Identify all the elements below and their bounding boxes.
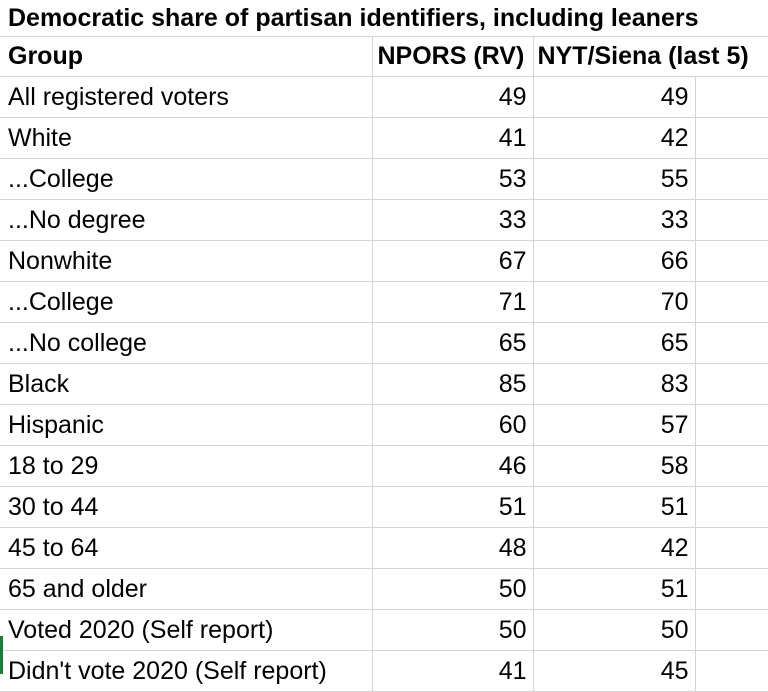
npors-value-cell[interactable]: 33 [372, 199, 534, 241]
group-cell[interactable]: 45 to 64 [0, 527, 373, 569]
table-row: 65 and older 50 51 [0, 568, 768, 610]
column-header-group[interactable]: Group [0, 36, 373, 77]
title-row[interactable]: Democratic share of partisan identifiers… [0, 0, 768, 37]
nyt-siena-value-cell[interactable]: 65 [533, 322, 696, 364]
empty-cell[interactable] [695, 240, 768, 282]
empty-cell[interactable] [695, 486, 768, 528]
column-header-npors[interactable]: NPORS (RV) [372, 36, 534, 77]
header-row: Group NPORS (RV) NYT/Siena (last 5) [0, 36, 768, 77]
group-cell[interactable]: Hispanic [0, 404, 373, 446]
data-table: Group NPORS (RV) NYT/Siena (last 5) All … [0, 36, 768, 692]
npors-value-cell[interactable]: 67 [372, 240, 534, 282]
empty-cell[interactable] [695, 281, 768, 323]
group-cell[interactable]: Black [0, 363, 373, 405]
nyt-siena-value-cell[interactable]: 49 [533, 76, 696, 118]
empty-cell[interactable] [695, 527, 768, 569]
nyt-siena-value-cell[interactable]: 50 [533, 609, 696, 651]
empty-cell[interactable] [695, 199, 768, 241]
empty-cell[interactable] [695, 363, 768, 405]
nyt-siena-value-cell[interactable]: 57 [533, 404, 696, 446]
table-row: Voted 2020 (Self report) 50 50 [0, 609, 768, 651]
table-row: ...College 53 55 [0, 158, 768, 200]
npors-value-cell[interactable]: 48 [372, 527, 534, 569]
table-row: White 41 42 [0, 117, 768, 159]
npors-value-cell[interactable]: 41 [372, 117, 534, 159]
nyt-siena-value-cell[interactable]: 51 [533, 486, 696, 528]
group-cell[interactable]: White [0, 117, 373, 159]
group-cell[interactable]: ...No degree [0, 199, 373, 241]
group-cell[interactable]: 18 to 29 [0, 445, 373, 487]
nyt-siena-value-cell[interactable]: 58 [533, 445, 696, 487]
active-cell-marker [0, 636, 3, 674]
empty-cell[interactable] [695, 117, 768, 159]
npors-value-cell[interactable]: 41 [372, 650, 534, 692]
empty-cell[interactable] [695, 445, 768, 487]
nyt-siena-value-cell[interactable]: 33 [533, 199, 696, 241]
empty-cell[interactable] [695, 609, 768, 651]
column-header-nyt-siena[interactable]: NYT/Siena (last 5) [533, 36, 768, 77]
nyt-siena-value-cell[interactable]: 51 [533, 568, 696, 610]
nyt-siena-value-cell[interactable]: 42 [533, 117, 696, 159]
table-title: Democratic share of partisan identifiers… [8, 4, 699, 32]
npors-value-cell[interactable]: 50 [372, 609, 534, 651]
empty-cell[interactable] [695, 322, 768, 364]
nyt-siena-value-cell[interactable]: 45 [533, 650, 696, 692]
empty-cell[interactable] [695, 404, 768, 446]
nyt-siena-value-cell[interactable]: 55 [533, 158, 696, 200]
table-row: Black 85 83 [0, 363, 768, 405]
group-cell[interactable]: Didn't vote 2020 (Self report) [0, 650, 373, 692]
group-cell[interactable]: 65 and older [0, 568, 373, 610]
npors-value-cell[interactable]: 85 [372, 363, 534, 405]
group-cell[interactable]: ...College [0, 158, 373, 200]
group-cell[interactable]: 30 to 44 [0, 486, 373, 528]
nyt-siena-value-cell[interactable]: 42 [533, 527, 696, 569]
npors-value-cell[interactable]: 46 [372, 445, 534, 487]
nyt-siena-value-cell[interactable]: 66 [533, 240, 696, 282]
npors-value-cell[interactable]: 65 [372, 322, 534, 364]
table-row: ...No degree 33 33 [0, 199, 768, 241]
npors-value-cell[interactable]: 49 [372, 76, 534, 118]
group-cell[interactable]: All registered voters [0, 76, 373, 118]
empty-cell[interactable] [695, 568, 768, 610]
table-row: Hispanic 60 57 [0, 404, 768, 446]
npors-value-cell[interactable]: 53 [372, 158, 534, 200]
table-row: ...No college 65 65 [0, 322, 768, 364]
empty-cell[interactable] [695, 650, 768, 692]
table-row: 30 to 44 51 51 [0, 486, 768, 528]
group-cell[interactable]: Nonwhite [0, 240, 373, 282]
group-cell[interactable]: Voted 2020 (Self report) [0, 609, 373, 651]
npors-value-cell[interactable]: 51 [372, 486, 534, 528]
table-row: Nonwhite 67 66 [0, 240, 768, 282]
nyt-siena-value-cell[interactable]: 70 [533, 281, 696, 323]
npors-value-cell[interactable]: 50 [372, 568, 534, 610]
table-row: 45 to 64 48 42 [0, 527, 768, 569]
group-cell[interactable]: ...College [0, 281, 373, 323]
empty-cell[interactable] [695, 158, 768, 200]
table-row: Didn't vote 2020 (Self report) 41 45 [0, 650, 768, 692]
table-row: All registered voters 49 49 [0, 76, 768, 118]
npors-value-cell[interactable]: 60 [372, 404, 534, 446]
nyt-siena-value-cell[interactable]: 83 [533, 363, 696, 405]
npors-value-cell[interactable]: 71 [372, 281, 534, 323]
group-cell[interactable]: ...No college [0, 322, 373, 364]
empty-cell[interactable] [695, 76, 768, 118]
table-row: ...College 71 70 [0, 281, 768, 323]
table-row: 18 to 29 46 58 [0, 445, 768, 487]
